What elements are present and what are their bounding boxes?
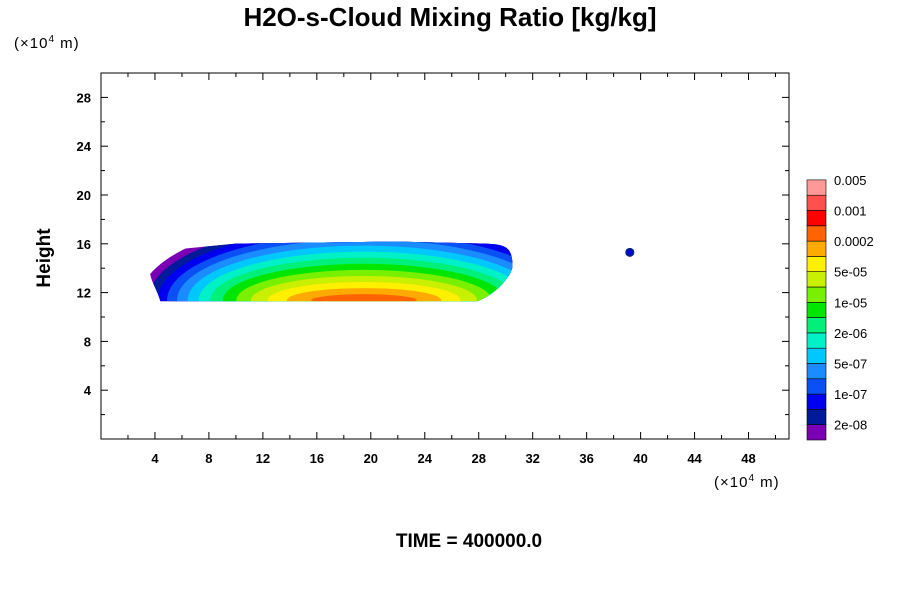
y-unit-exponent: 4 xyxy=(48,34,56,45)
x-tick-label: 48 xyxy=(741,451,755,466)
x-axis-unit: (×104 m) xyxy=(714,473,780,491)
contour-band xyxy=(311,294,417,302)
plot-frame xyxy=(100,72,790,440)
y-unit-prefix: (×10 xyxy=(14,35,49,52)
time-label: TIME = 400000.0 xyxy=(395,531,543,552)
colorbar-swatch xyxy=(806,240,827,257)
chart-title: H2O-s-Cloud Mixing Ratio [kg/kg] xyxy=(243,2,657,32)
colorbar-swatch xyxy=(806,409,827,425)
cloud-contours xyxy=(149,241,635,302)
small-cloud-core xyxy=(627,250,632,255)
colorbar-label: 0.001 xyxy=(834,204,867,219)
x-tick-label: 40 xyxy=(633,451,647,466)
colorbar-swatch xyxy=(806,424,827,441)
colorbar-label: 0.0002 xyxy=(834,234,874,249)
colorbar-label: 0.005 xyxy=(834,173,867,188)
colorbar-swatch xyxy=(806,332,827,349)
x-tick-label: 28 xyxy=(471,451,485,466)
colorbar: 2e-08 1e-07 5e-07 2e-06 1e-05 5e-05 0.0002 0.00… xyxy=(806,173,874,441)
x-unit-prefix: (×10 xyxy=(714,474,749,491)
x-tick-label: 16 xyxy=(310,451,324,466)
y-tick-label: 8 xyxy=(84,334,91,349)
x-tick-label: 24 xyxy=(418,451,433,466)
x-tick-label: 44 xyxy=(687,451,702,466)
colorbar-swatch xyxy=(806,393,827,410)
x-unit-exponent: 4 xyxy=(748,473,756,484)
colorbar-label: 5e-07 xyxy=(834,357,867,372)
colorbar-label: 2e-06 xyxy=(834,326,867,341)
y-tick-label: 28 xyxy=(77,90,91,105)
colorbar-swatch xyxy=(806,317,827,334)
x-tick-label: 20 xyxy=(364,451,378,466)
colorbar-swatch xyxy=(806,378,827,395)
colorbar-label: 2e-08 xyxy=(834,418,867,433)
x-unit-suffix: m) xyxy=(755,474,780,491)
y-tick-label: 24 xyxy=(77,139,92,154)
x-tick-label: 12 xyxy=(256,451,270,466)
colorbar-swatch xyxy=(806,256,827,272)
x-tick-label: 4 xyxy=(151,451,159,466)
colorbar-label: 1e-05 xyxy=(834,295,867,310)
y-tick-label: 20 xyxy=(77,188,91,203)
y-tick-label: 16 xyxy=(77,237,91,252)
x-tick-label: 8 xyxy=(205,451,212,466)
x-tick-label: 36 xyxy=(579,451,593,466)
colorbar-swatch xyxy=(806,286,827,303)
colorbar-swatch xyxy=(806,271,827,288)
y-tick-label: 4 xyxy=(84,383,92,398)
colorbar-swatch xyxy=(806,194,827,211)
y-tick-label: 12 xyxy=(77,286,91,301)
colorbar-swatch xyxy=(806,363,827,380)
y-axis-unit: (×104 m) xyxy=(14,34,80,52)
colorbar-swatch xyxy=(806,210,827,227)
colorbar-label: 5e-05 xyxy=(834,265,867,280)
y-axis-label: Height xyxy=(34,228,55,288)
x-tick-label: 32 xyxy=(525,451,539,466)
y-unit-suffix: m) xyxy=(55,35,80,52)
colorbar-swatch xyxy=(806,301,827,318)
colorbar-label: 1e-07 xyxy=(834,387,867,402)
colorbar-swatch xyxy=(806,179,827,196)
colorbar-swatch xyxy=(806,347,827,364)
colorbar-swatch xyxy=(806,225,827,242)
main-cloud xyxy=(149,241,513,302)
